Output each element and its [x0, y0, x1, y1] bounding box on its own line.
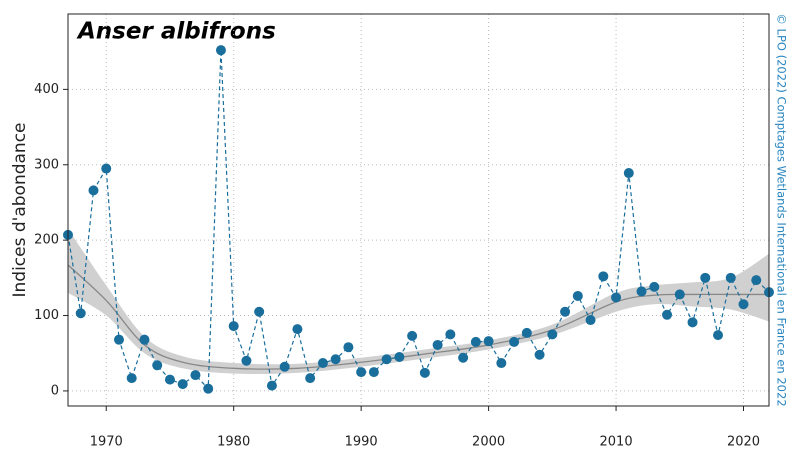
- data-point: [381, 354, 392, 365]
- data-point: [598, 271, 609, 282]
- data-point: [330, 354, 341, 365]
- data-point: [164, 374, 175, 385]
- data-point: [674, 289, 685, 300]
- data-point: [623, 168, 634, 179]
- x-tick-label: 1980: [217, 435, 250, 450]
- data-point: [483, 336, 494, 347]
- data-line: [67, 50, 770, 391]
- data-point: [88, 185, 99, 196]
- data-point: [394, 352, 405, 362]
- data-point: [751, 275, 762, 286]
- confidence-band: [68, 228, 769, 374]
- x-tick-label: 2000: [472, 435, 505, 450]
- data-point: [75, 308, 86, 319]
- chart-title: Anser albifrons: [76, 19, 276, 45]
- data-point: [572, 290, 583, 301]
- data-point: [292, 324, 303, 335]
- data-point: [713, 330, 724, 341]
- y-tick-label: 400: [34, 82, 59, 97]
- data-point: [636, 286, 647, 297]
- data-point: [279, 361, 290, 372]
- data-point: [547, 329, 558, 340]
- data-point: [611, 292, 622, 303]
- data-point: [368, 367, 379, 378]
- data-point: [649, 281, 660, 292]
- data-point: [101, 163, 112, 174]
- data-point: [496, 358, 507, 369]
- y-tick-label: 200: [34, 233, 59, 248]
- data-point: [662, 309, 673, 320]
- y-tick-label: 0: [51, 383, 59, 398]
- data-point: [700, 272, 711, 283]
- data-point: [534, 349, 545, 360]
- data-point: [585, 315, 596, 326]
- data-point: [305, 373, 316, 384]
- data-point: [139, 334, 150, 345]
- y-axis-label: Indices d'abondance: [10, 122, 30, 297]
- data-point: [254, 306, 265, 317]
- data-point: [203, 383, 214, 394]
- data-point: [419, 367, 430, 378]
- y-tick-label: 100: [34, 308, 59, 323]
- data-point: [177, 379, 188, 390]
- data-point: [560, 306, 571, 317]
- credit: © LPO (2022) Comptages Wetlands Internat…: [775, 13, 789, 406]
- data-point: [509, 336, 520, 347]
- data-point: [241, 355, 252, 366]
- plot-frame: [67, 13, 770, 407]
- data-point: [215, 45, 226, 56]
- x-tick-label: 1990: [345, 435, 378, 450]
- data-point: [458, 352, 469, 363]
- data-point: [445, 329, 456, 340]
- data-point: [113, 334, 124, 345]
- x-tick-label: 1970: [90, 435, 123, 450]
- data-point: [152, 360, 163, 371]
- data-point: [266, 380, 277, 391]
- data-point: [521, 327, 532, 338]
- x-tick-label: 2020: [727, 435, 760, 450]
- data-point: [407, 330, 418, 341]
- data-point: [343, 342, 354, 353]
- data-point: [228, 321, 239, 332]
- data-point: [432, 339, 443, 350]
- data-point: [190, 370, 201, 381]
- data-point: [126, 373, 137, 384]
- data-point: [738, 299, 749, 310]
- data-point: [725, 272, 736, 283]
- data-point: [356, 367, 367, 378]
- data-point: [687, 317, 698, 328]
- y-tick-label: 300: [34, 157, 59, 172]
- data-point: [470, 336, 481, 347]
- data-point: [317, 358, 328, 369]
- x-tick-label: 2010: [600, 435, 633, 450]
